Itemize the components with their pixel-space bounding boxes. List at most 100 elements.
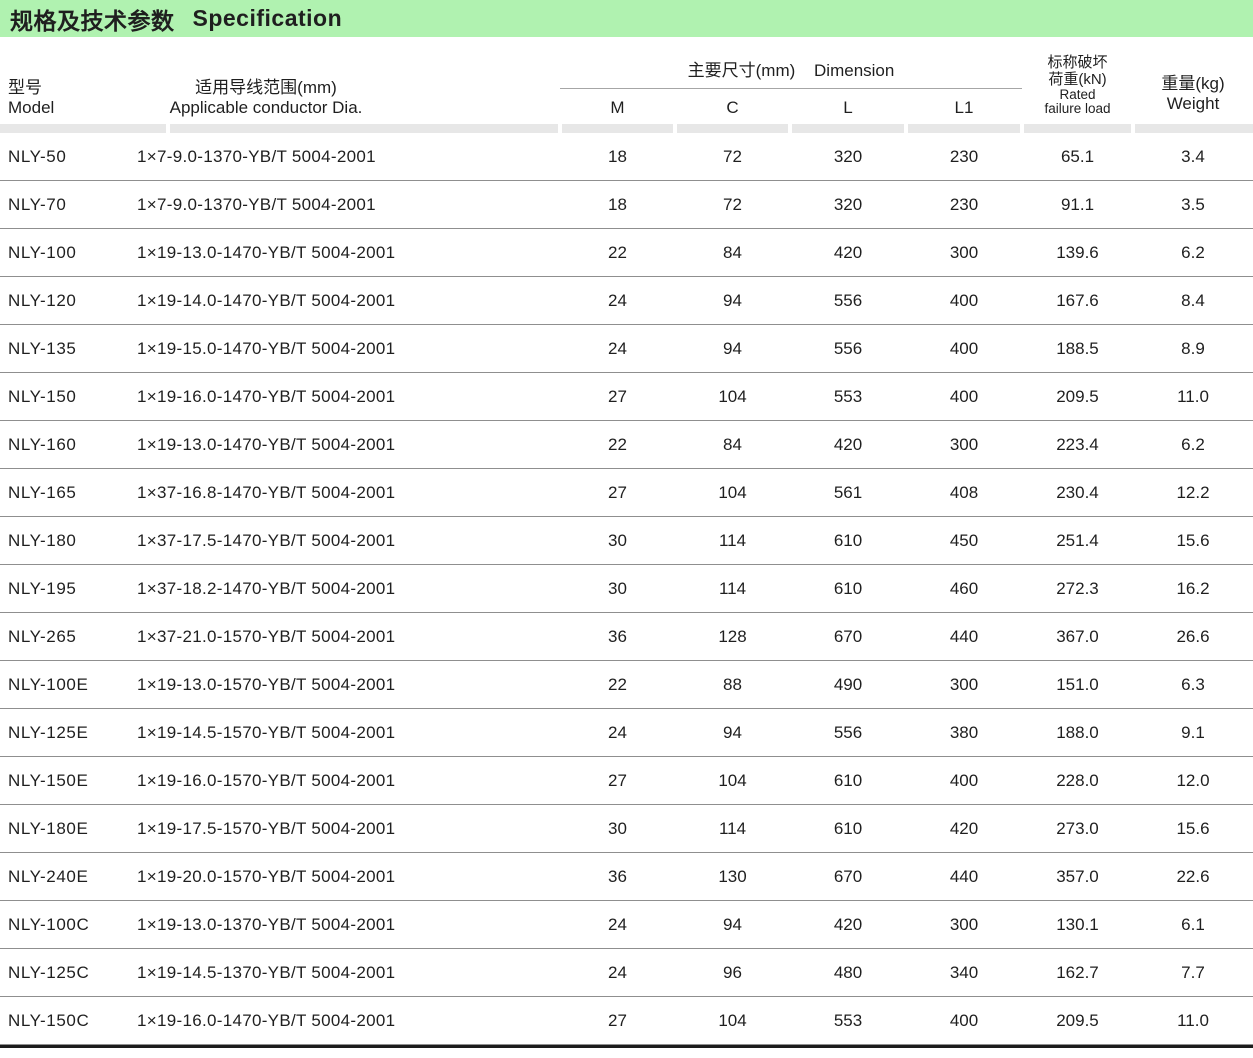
cell-rated-failure-load: 209.5 [1056, 386, 1099, 406]
table-row: NLY-240E 1×19-20.0-1570-YB/T 5004-2001 3… [0, 853, 1253, 901]
table-row: NLY-125C 1×19-14.5-1370-YB/T 5004-2001 2… [0, 949, 1253, 997]
divider-segment [1024, 124, 1131, 133]
cell-dim-m: 22 [608, 434, 627, 454]
cell-rated-failure-load: 357.0 [1056, 866, 1099, 886]
table-row: NLY-135 1×19-15.0-1470-YB/T 5004-2001 24… [0, 325, 1253, 373]
cell-dim-c: 84 [723, 242, 742, 262]
divider-segment [1135, 124, 1253, 133]
cell-dim-l1: 400 [949, 770, 979, 790]
cell-conductor-range: 1×19-17.5-1570-YB/T 5004-2001 [137, 818, 396, 838]
cell-dim-l1: 340 [949, 962, 979, 982]
cell-weight: 26.6 [1176, 626, 1210, 646]
cell-model: NLY-120 [8, 290, 77, 310]
cell-dim-m: 27 [608, 386, 627, 406]
table-row: NLY-150C 1×19-16.0-1470-YB/T 5004-2001 2… [0, 997, 1253, 1045]
cell-dim-m: 24 [608, 722, 627, 742]
cell-dim-m: 22 [608, 242, 627, 262]
cell-conductor-range: 1×37-18.2-1470-YB/T 5004-2001 [137, 578, 396, 598]
cell-weight: 7.7 [1181, 962, 1205, 982]
cell-weight: 22.6 [1176, 866, 1210, 886]
cell-model: NLY-100E [8, 674, 89, 694]
dimension-group-title-en: Dimension [814, 60, 895, 80]
table-row: NLY-100 1×19-13.0-1470-YB/T 5004-2001 22… [0, 229, 1253, 277]
cell-dim-c: 104 [718, 482, 747, 502]
cell-model: NLY-70 [8, 194, 67, 214]
cell-dim-l1: 300 [949, 434, 979, 454]
cell-dim-l: 670 [833, 866, 863, 886]
cell-dim-l: 420 [833, 434, 863, 454]
cell-dim-l1: 440 [949, 626, 979, 646]
table-body: NLY-50 1×7-9.0-1370-YB/T 5004-2001 18 72… [0, 133, 1253, 1045]
cell-dim-m: 24 [608, 962, 627, 982]
cell-weight: 12.0 [1176, 770, 1210, 790]
divider-segment [677, 124, 788, 133]
cell-dim-l1: 460 [949, 578, 979, 598]
cell-weight: 15.6 [1176, 530, 1210, 550]
cell-rated-failure-load: 139.6 [1056, 242, 1099, 262]
cell-dim-l1: 420 [949, 818, 979, 838]
cell-rated-failure-load: 130.1 [1056, 914, 1099, 934]
table-row: NLY-265 1×37-21.0-1570-YB/T 5004-2001 36… [0, 613, 1253, 661]
rated-header-en-line2: failure load [1044, 101, 1111, 117]
rated-header-en-line1: Rated [1059, 86, 1096, 102]
cell-weight: 16.2 [1176, 578, 1210, 598]
table-row: NLY-150E 1×19-16.0-1570-YB/T 5004-2001 2… [0, 757, 1253, 805]
cell-dim-c: 130 [718, 866, 747, 886]
dimension-group-title-zh: 主要尺寸(mm) [687, 60, 796, 80]
cell-dim-l1: 230 [949, 194, 979, 214]
cell-rated-failure-load: 188.5 [1056, 338, 1099, 358]
cell-dim-m: 18 [608, 194, 627, 214]
cell-dim-l: 610 [833, 578, 863, 598]
cell-rated-failure-load: 91.1 [1060, 194, 1095, 214]
cell-dim-c: 128 [718, 626, 747, 646]
cell-dim-m: 24 [608, 338, 627, 358]
table-row: NLY-50 1×7-9.0-1370-YB/T 5004-2001 18 72… [0, 133, 1253, 181]
cell-rated-failure-load: 367.0 [1056, 626, 1099, 646]
column-header-l: L [843, 98, 853, 118]
cell-model: NLY-180 [8, 530, 77, 550]
cell-weight: 6.1 [1181, 914, 1205, 934]
cell-model: NLY-265 [8, 626, 77, 646]
column-header-model-en: Model [8, 98, 55, 118]
table-row: NLY-150 1×19-16.0-1470-YB/T 5004-2001 27… [0, 373, 1253, 421]
cell-rated-failure-load: 209.5 [1056, 1010, 1099, 1030]
cell-dim-c: 94 [723, 914, 742, 934]
cell-dim-c: 104 [718, 770, 747, 790]
cell-dim-m: 36 [608, 626, 627, 646]
divider-segment [0, 124, 166, 133]
table-row: NLY-160 1×19-13.0-1470-YB/T 5004-2001 22… [0, 421, 1253, 469]
cell-weight: 3.4 [1181, 146, 1205, 166]
cell-conductor-range: 1×37-21.0-1570-YB/T 5004-2001 [137, 626, 396, 646]
cell-dim-m: 27 [608, 770, 627, 790]
cell-conductor-range: 1×19-16.0-1570-YB/T 5004-2001 [137, 770, 396, 790]
cell-conductor-range: 1×19-16.0-1470-YB/T 5004-2001 [137, 386, 396, 406]
section-title-bar: 规格及技术参数 Specification [0, 0, 1253, 37]
cell-conductor-range: 1×7-9.0-1370-YB/T 5004-2001 [137, 146, 376, 166]
cell-conductor-range: 1×19-14.5-1370-YB/T 5004-2001 [137, 962, 396, 982]
table-row: NLY-180E 1×19-17.5-1570-YB/T 5004-2001 3… [0, 805, 1253, 853]
header-divider-bar [0, 124, 1253, 133]
cell-model: NLY-150C [8, 1010, 90, 1030]
cell-rated-failure-load: 188.0 [1056, 722, 1099, 742]
cell-model: NLY-180E [8, 818, 89, 838]
cell-model: NLY-150 [8, 386, 77, 406]
dimension-group-title: 主要尺寸(mm) Dimension [560, 61, 1022, 90]
cell-dim-l: 420 [833, 242, 863, 262]
cell-conductor-range: 1×7-9.0-1370-YB/T 5004-2001 [137, 194, 376, 214]
cell-dim-c: 72 [723, 146, 742, 166]
cell-conductor-range: 1×19-15.0-1470-YB/T 5004-2001 [137, 338, 396, 358]
cell-weight: 11.0 [1177, 1010, 1209, 1030]
cell-dim-c: 104 [718, 386, 747, 406]
cell-weight: 9.1 [1181, 722, 1205, 742]
divider-segment [908, 124, 1020, 133]
column-header-conductor-zh: 适用导线范围(mm) [195, 77, 337, 97]
cell-dim-c: 96 [723, 962, 742, 982]
cell-dim-l: 610 [833, 818, 863, 838]
cell-model: NLY-125C [8, 962, 90, 982]
cell-rated-failure-load: 223.4 [1056, 434, 1099, 454]
cell-model: NLY-195 [8, 578, 77, 598]
rated-header-zh-line1: 标称破坏 [1047, 54, 1108, 72]
cell-dim-c: 84 [723, 434, 742, 454]
cell-dim-l: 490 [833, 674, 863, 694]
cell-conductor-range: 1×19-20.0-1570-YB/T 5004-2001 [137, 866, 396, 886]
